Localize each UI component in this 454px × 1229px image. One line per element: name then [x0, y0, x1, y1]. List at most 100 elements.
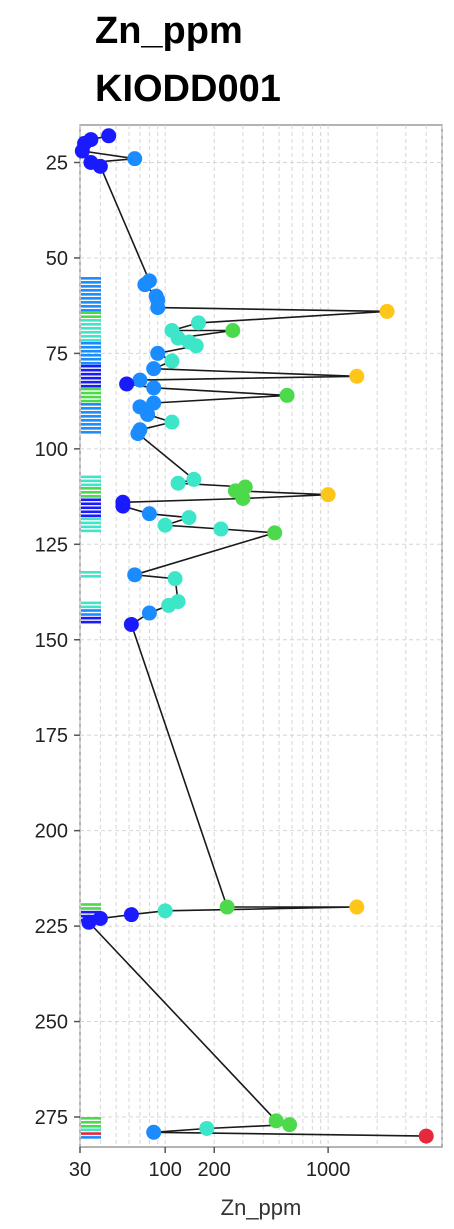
data-point — [349, 368, 365, 384]
strip-interval — [81, 419, 101, 422]
strip-interval — [81, 903, 101, 906]
y-tick-label: 225 — [35, 916, 68, 938]
strip-interval — [81, 297, 101, 300]
strip-interval — [81, 525, 101, 529]
y-tick-label: 25 — [46, 153, 68, 175]
data-point — [92, 910, 108, 926]
strip-interval — [81, 327, 101, 330]
strip-interval — [81, 399, 101, 403]
y-tick-label: 200 — [35, 821, 68, 843]
data-point — [127, 567, 143, 583]
data-point — [170, 475, 186, 491]
strip-interval — [81, 1128, 101, 1132]
strip-interval — [81, 357, 101, 361]
data-point — [119, 376, 135, 392]
strip-interval — [81, 613, 101, 616]
data-point — [268, 1113, 284, 1129]
strip-interval — [81, 339, 101, 342]
strip-interval — [81, 380, 101, 384]
strip-interval — [81, 281, 101, 284]
data-point — [267, 525, 283, 541]
strip-interval — [81, 387, 101, 391]
data-point — [115, 498, 131, 514]
data-point — [123, 907, 139, 923]
strip-interval — [81, 517, 101, 521]
strip-interval — [81, 571, 101, 574]
strip-interval — [81, 487, 101, 490]
data-point — [137, 277, 153, 293]
strip-interval — [81, 349, 101, 353]
strip-interval — [81, 341, 101, 345]
chart-title-line2: KIODD001 — [95, 68, 281, 110]
strip-interval — [81, 293, 101, 296]
y-tick-label: 100 — [35, 439, 68, 461]
y-tick-label: 75 — [46, 343, 68, 365]
data-point — [157, 517, 173, 533]
strip-interval — [81, 506, 101, 510]
data-point — [141, 605, 157, 621]
x-tick-label: 30 — [69, 1159, 91, 1181]
strip-interval — [81, 407, 101, 410]
data-point — [132, 372, 148, 388]
strip-interval — [81, 277, 101, 280]
strip-interval — [81, 411, 101, 414]
strip-interval — [81, 361, 101, 365]
strip-interval — [81, 605, 101, 609]
strip-interval — [81, 427, 101, 430]
data-point — [379, 303, 395, 319]
strip-interval — [81, 372, 101, 376]
strip-interval — [81, 309, 101, 312]
x-tick-label: 200 — [198, 1159, 231, 1181]
strip-interval — [81, 910, 101, 914]
strip-interval — [81, 529, 101, 533]
data-point — [186, 471, 202, 487]
strip-interval — [81, 483, 101, 487]
strip-interval — [81, 289, 101, 292]
x-axis-ticks: 30 100 200 1000 — [69, 1147, 350, 1181]
data-point — [146, 380, 162, 396]
data-point — [235, 490, 251, 506]
strip-interval — [81, 323, 101, 326]
data-point — [199, 1120, 215, 1136]
strip-interval — [81, 491, 101, 494]
plot-area — [79, 124, 443, 1148]
data-point — [164, 353, 180, 369]
strip-interval — [81, 1132, 101, 1135]
strip-interval — [81, 384, 101, 388]
data-point — [127, 151, 143, 167]
strip-interval — [81, 475, 101, 479]
strip-interval — [81, 315, 101, 319]
strip-interval — [81, 391, 101, 395]
strip-interval — [81, 335, 101, 338]
data-point — [130, 426, 146, 442]
data-point — [188, 338, 204, 354]
strip-interval — [81, 285, 101, 288]
data-point — [161, 597, 177, 613]
strip-interval — [81, 907, 101, 910]
data-point — [349, 899, 365, 915]
strip-interval — [81, 502, 101, 506]
strip-interval — [81, 616, 101, 620]
chart-title-line1: Zn_ppm — [95, 10, 243, 52]
strip-interval — [81, 423, 101, 426]
x-tick-label: 100 — [149, 1159, 182, 1181]
data-point — [101, 128, 117, 144]
strip-interval — [81, 1117, 101, 1120]
data-point — [225, 322, 241, 338]
y-tick-label: 50 — [46, 248, 68, 270]
data-point — [146, 1124, 162, 1140]
strip-interval — [81, 368, 101, 372]
strip-interval — [81, 364, 101, 368]
data-point — [190, 315, 206, 331]
x-axis-label: Zn_ppm — [221, 1195, 302, 1220]
data-point — [123, 616, 139, 632]
data-point — [282, 1117, 298, 1133]
y-tick-label: 275 — [35, 1107, 68, 1129]
strip-interval — [81, 311, 101, 315]
strip-interval — [81, 301, 101, 304]
strip-interval — [81, 415, 101, 418]
data-point — [219, 899, 235, 915]
strip-interval — [81, 601, 101, 605]
strip-interval — [81, 498, 101, 502]
